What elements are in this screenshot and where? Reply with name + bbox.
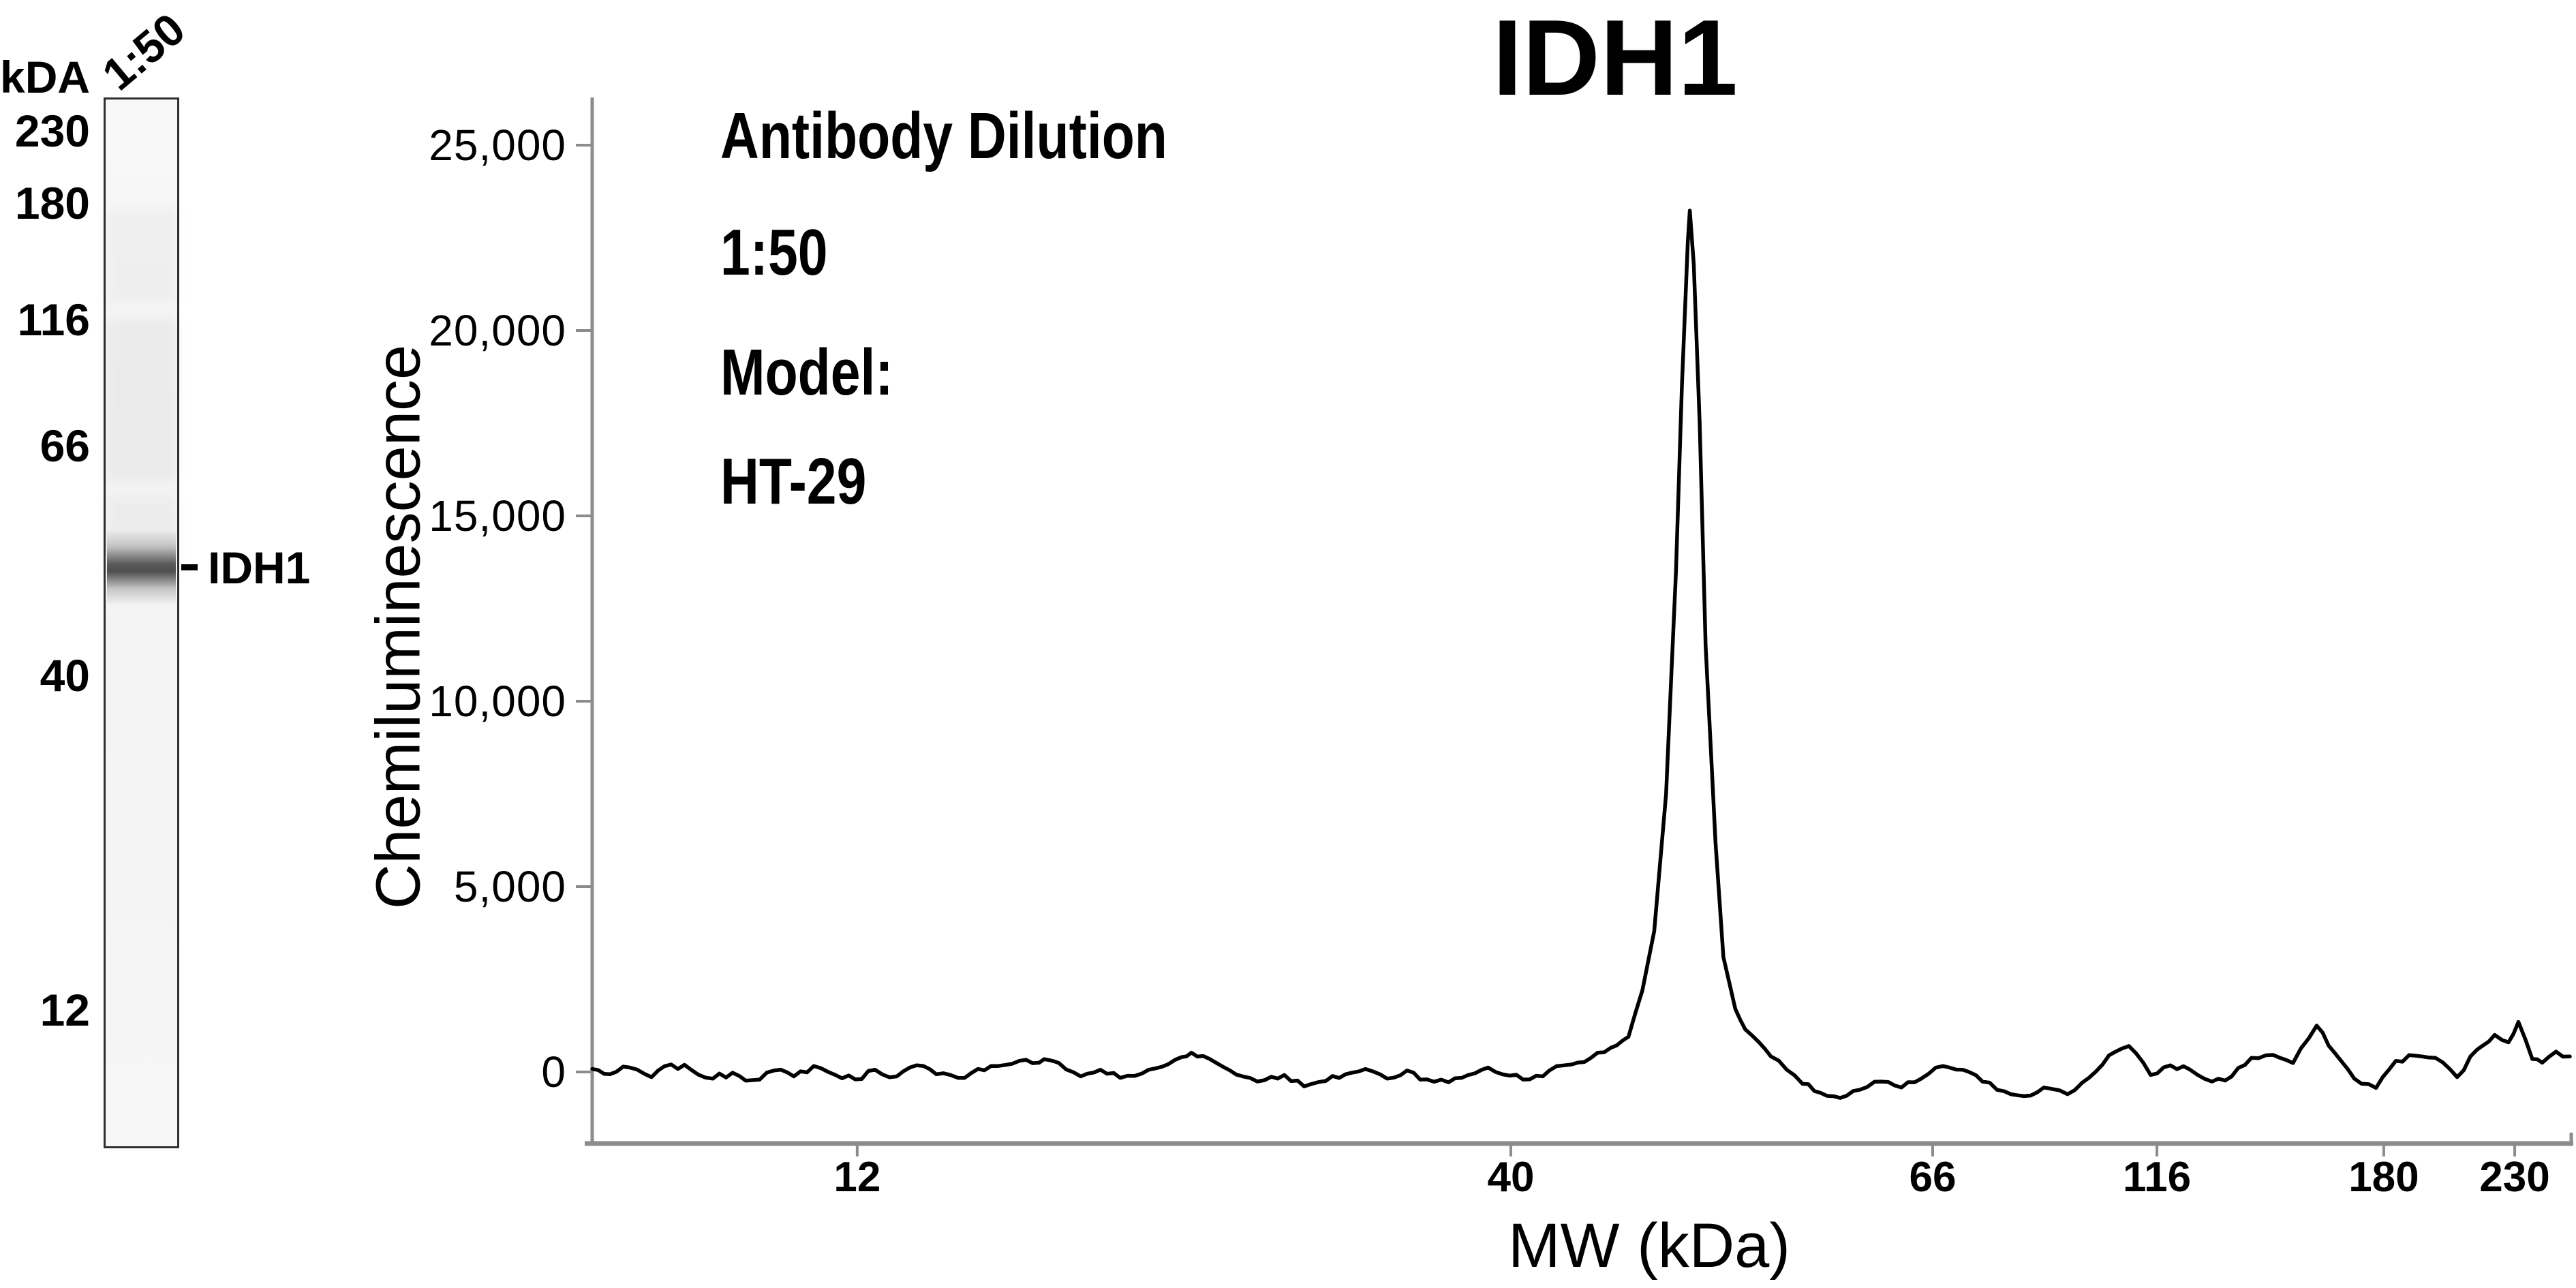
lane-smear-middle	[106, 318, 177, 481]
annotation-model-title: Model:	[720, 336, 893, 409]
mw-marker-180: 180	[14, 178, 90, 228]
y-tick-label: 20,000	[429, 306, 566, 355]
x-tick-label: 40	[1487, 1154, 1534, 1201]
x-tick-label: 180	[2348, 1154, 2419, 1201]
x-tick-label: 116	[2123, 1154, 2191, 1201]
gel-lane	[104, 97, 179, 1148]
annotation-model-value: HT-29	[720, 445, 867, 518]
chemiluminescence-trace	[590, 209, 2572, 1100]
y-tick-label: 0	[541, 1047, 566, 1097]
chart-title: IDH1	[1492, 0, 1738, 118]
y-tick-label: 15,000	[429, 491, 566, 540]
band-pointer-dash	[181, 564, 198, 570]
y-tick-label: 5,000	[454, 862, 566, 911]
mw-marker-230: 230	[14, 106, 90, 156]
y-tick-label: 25,000	[429, 121, 566, 170]
x-axis-title: MW (kDa)	[1508, 1211, 1790, 1281]
x-tick-label: 230	[2479, 1154, 2549, 1201]
band-label: IDH1	[208, 542, 311, 593]
mw-marker-12: 12	[40, 985, 90, 1035]
annotation-dilution-value: 1:50	[720, 216, 828, 289]
mw-marker-116: 116	[17, 294, 90, 345]
mw-marker-40: 40	[40, 650, 90, 701]
idh1-protein-band	[107, 530, 176, 605]
x-tick-label: 12	[833, 1154, 880, 1201]
annotation-dilution-title: Antibody Dilution	[720, 99, 1167, 172]
mw-marker-66: 66	[40, 420, 90, 471]
y-tick-label: 10,000	[429, 677, 566, 726]
x-tick-label: 66	[1909, 1154, 1956, 1201]
kda-axis-title: kDA	[0, 52, 91, 102]
